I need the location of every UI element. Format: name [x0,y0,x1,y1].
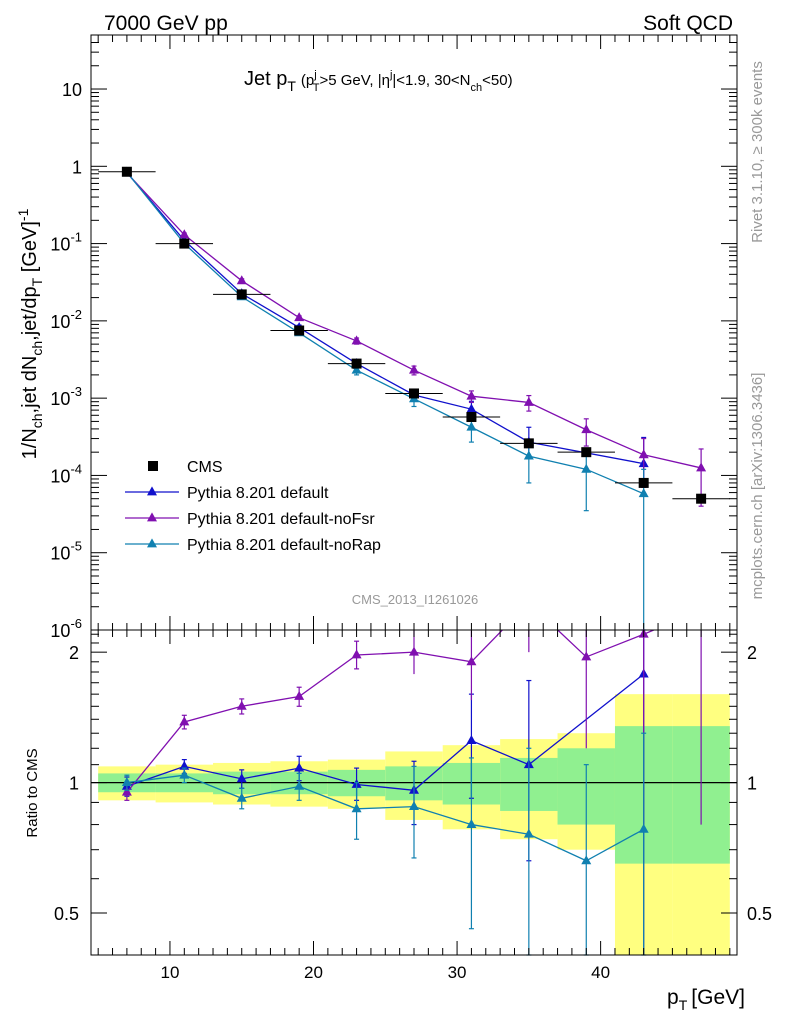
ratio-point [179,769,190,779]
series-line [126,171,644,495]
series-point [581,463,592,473]
mcplots-label: mcplots.cern.ch [arXiv:1306.3436] [749,373,766,600]
main-plot-content [98,166,730,631]
legend-label: Pythia 8.201 default-noFsr [187,511,375,528]
legend-entry: CMS [148,459,223,476]
x-tick-label: 10 [160,963,179,982]
y-tick-label: 10-5 [50,539,82,564]
analysis-id: CMS_2013_I1261026 [352,592,479,607]
legend-label: Pythia 8.201 default-noRap [187,537,381,554]
ratio-tick-label: 2 [69,643,79,663]
legend-label: Pythia 8.201 default [187,485,329,502]
ratio-axis-label: Ratio to CMS [24,748,41,837]
ratio-tick-label-right: 0.5 [747,904,772,924]
legend-marker-triangle [147,512,157,522]
series-point [581,424,592,434]
series-point [638,449,649,459]
legend: CMS Pythia 8.201 default Pythia 8.201 defa… [125,459,381,554]
ratio-point [638,823,649,833]
series-point [236,275,247,285]
legend-entry: Pythia 8.201 default-noRap [125,537,381,554]
ratio-point [121,777,132,787]
rivet-label: Rivet 3.1.10, ≥ 300k events [749,61,766,243]
series-point [179,229,190,239]
series-point [351,364,362,374]
ratio-point [466,735,477,745]
ratio-tick-label: 1 [69,774,79,794]
legend-entry: Pythia 8.201 default-noFsr [125,511,375,528]
ratio-point [294,690,305,700]
ratio-point [581,855,592,865]
y-tick-label: 10-6 [50,616,82,641]
y-axis-label: 1/Nch,jet dNch,jet/dpT [GeV]-1 [15,208,45,459]
chart-title: Jet pT (pj T>5 GeV, |ηj|<1.9, 30<Nch<50) [244,68,513,94]
ratio-plot-content [91,628,737,956]
y-tick-label: 10 [62,80,82,100]
series-point [696,462,707,472]
ratio-point [121,786,132,796]
ratio-axes: 10 20 30 40 2 2 1 1 0.5 0.5 [54,630,772,982]
ratio-point [294,762,305,772]
data-point [179,238,190,249]
series-point [638,488,649,498]
y-tick-label: 10-2 [50,307,82,332]
y-tick-label: 10-4 [50,461,82,486]
ratio-tick-label: 0.5 [54,904,79,924]
series-point [294,312,305,322]
ratio-point [236,773,247,783]
data-point [466,412,477,423]
series-point [351,335,362,345]
ratio-point [581,651,592,661]
ratio-point [409,646,419,656]
ratio-tick-label-right: 1 [747,774,757,794]
series-point [466,390,477,400]
ratio-point [351,649,362,659]
x-tick-label: 30 [448,963,467,982]
legend-entry: Pythia 8.201 default [125,485,329,502]
ratio-point [523,828,534,838]
y-tick-label: 10-3 [50,384,82,409]
series-3-ratio [121,732,649,956]
ratio-point [236,700,247,710]
ratio-point [236,792,247,802]
ratio-point [179,716,190,726]
series-point [409,364,419,374]
data-point [638,477,649,488]
data-point [409,388,419,399]
legend-marker-triangle [147,538,157,548]
data-point [121,166,132,177]
ratio-tick-label-right: 2 [747,643,757,663]
data-point [294,325,305,336]
cms-data [98,166,730,504]
series-point [466,403,477,413]
legend-marker-triangle [147,486,157,496]
y-tick-label: 1 [72,157,82,177]
series-point [523,450,534,460]
data-point [523,438,534,449]
x-axis-label: pT [GeV] [667,986,745,1013]
legend-label: CMS [187,459,223,476]
ratio-point [409,801,419,811]
ratio-line [126,774,645,862]
data-point [581,447,592,458]
data-point [236,289,247,300]
ratio-point [466,818,477,828]
x-tick-label: 20 [304,963,323,982]
series-2-ratio [121,628,702,825]
main-axes: 10 1 10-1 10-2 10-3 10-4 10-5 10-6 [50,34,737,641]
series-point [466,421,477,431]
ratio-panel: 10 20 30 40 2 2 1 1 0.5 0.5 [54,628,772,982]
data-point [351,358,362,369]
header-right: Soft QCD [643,12,733,35]
ratio-point [351,803,362,813]
header-left: 7000 GeV pp [104,12,228,35]
ratio-point [466,656,477,666]
x-tick-label: 40 [591,963,610,982]
y-tick-label: 10-1 [50,230,82,255]
ratio-point [294,780,305,790]
data-point [696,493,707,504]
legend-marker-square [148,461,158,471]
series-point [523,396,534,406]
